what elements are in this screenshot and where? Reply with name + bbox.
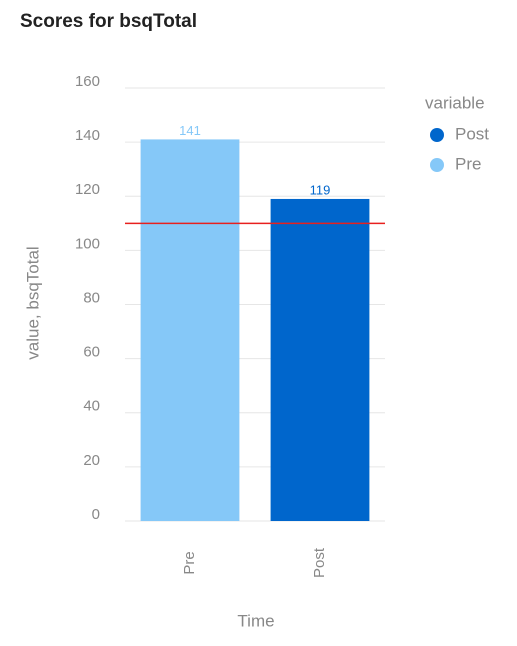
y-tick-label: 80 [83, 289, 100, 306]
legend-label: Pre [455, 154, 481, 173]
legend-swatch [430, 158, 444, 172]
y-tick-label: 140 [75, 127, 100, 144]
y-tick-label: 40 [83, 398, 100, 415]
y-tick-label: 160 [75, 73, 100, 90]
x-tick-label: Pre [181, 551, 198, 574]
value-label: 119 [310, 182, 331, 197]
legend-label: Post [455, 124, 489, 143]
y-tick-label: 60 [83, 344, 100, 361]
y-tick-label: 20 [83, 452, 100, 469]
bar [140, 139, 240, 521]
x-tick-label: Post [311, 547, 328, 578]
y-tick-label: 100 [75, 235, 100, 252]
legend-title: variable [425, 93, 485, 112]
y-axis-label: value, bsqTotal [23, 246, 42, 359]
y-tick-label: 0 [92, 506, 100, 523]
chart-title: Scores for bsqTotal [20, 11, 197, 32]
y-tick-label: 120 [75, 181, 100, 198]
legend-swatch [430, 128, 444, 142]
bar [270, 198, 370, 522]
x-axis-label: Time [237, 611, 274, 630]
value-label: 141 [179, 123, 201, 138]
